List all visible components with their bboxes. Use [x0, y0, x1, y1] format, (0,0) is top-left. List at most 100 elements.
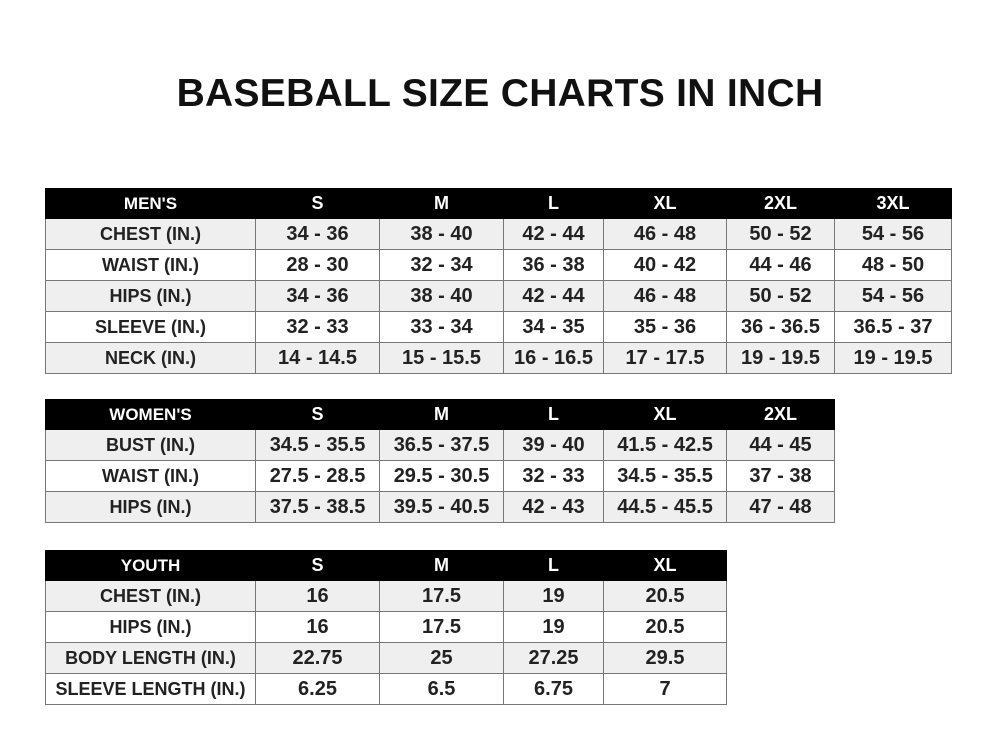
size-value: 25 — [379, 642, 504, 674]
table-row: NECK (IN.) 14 - 14.5 15 - 15.5 16 - 16.5 17 … — [45, 342, 952, 374]
size-value: 27.25 — [503, 642, 604, 674]
size-value: 42 - 44 — [503, 280, 604, 312]
size-header: XL — [603, 188, 727, 219]
size-value: 50 - 52 — [726, 280, 835, 312]
size-header: L — [503, 550, 604, 581]
measurement-label: HIPS (IN.) — [45, 491, 256, 523]
size-header: 2XL — [726, 399, 835, 430]
measurement-label: SLEEVE (IN.) — [45, 311, 256, 343]
table-row: BODY LENGTH (IN.) 22.75 25 27.25 29.5 — [45, 642, 727, 674]
size-value: 19 — [503, 580, 604, 612]
measurement-label: BUST (IN.) — [45, 429, 256, 461]
size-value: 44.5 - 45.5 — [603, 491, 727, 523]
table-row: SLEEVE LENGTH (IN.) 6.25 6.5 6.75 7 — [45, 673, 727, 705]
size-value: 28 - 30 — [255, 249, 380, 281]
category-header: WOMEN'S — [45, 399, 256, 430]
size-header: M — [379, 550, 504, 581]
size-value: 46 - 48 — [603, 218, 727, 250]
size-value: 36 - 38 — [503, 249, 604, 281]
size-value: 44 - 46 — [726, 249, 835, 281]
size-value: 16 - 16.5 — [503, 342, 604, 374]
size-value: 6.5 — [379, 673, 504, 705]
womens-size-table: WOMEN'S S M L XL 2XL BUST (IN.) 34.5 - 35.5 36.5… — [45, 399, 835, 523]
size-value: 19 - 19.5 — [834, 342, 952, 374]
table-row: HIPS (IN.) 34 - 36 38 - 40 42 - 44 46 - 48 50… — [45, 280, 952, 312]
size-value: 27.5 - 28.5 — [255, 460, 380, 492]
category-header: YOUTH — [45, 550, 256, 581]
size-value: 34.5 - 35.5 — [255, 429, 380, 461]
size-value: 36 - 36.5 — [726, 311, 835, 343]
measurement-label: NECK (IN.) — [45, 342, 256, 374]
size-value: 14 - 14.5 — [255, 342, 380, 374]
size-value: 34.5 - 35.5 — [603, 460, 727, 492]
size-value: 36.5 - 37.5 — [379, 429, 504, 461]
table-row: CHEST (IN.) 16 17.5 19 20.5 — [45, 580, 727, 612]
size-header: S — [255, 550, 380, 581]
size-value: 29.5 - 30.5 — [379, 460, 504, 492]
size-value: 32 - 33 — [255, 311, 380, 343]
size-value: 16 — [255, 611, 380, 643]
size-value: 42 - 43 — [503, 491, 604, 523]
size-value: 47 - 48 — [726, 491, 835, 523]
size-header: M — [379, 399, 504, 430]
size-value: 50 - 52 — [726, 218, 835, 250]
measurement-label: WAIST (IN.) — [45, 460, 256, 492]
size-value: 34 - 35 — [503, 311, 604, 343]
size-header: XL — [603, 399, 727, 430]
size-value: 38 - 40 — [379, 218, 504, 250]
table-header-row: YOUTH S M L XL — [45, 550, 727, 581]
size-header: XL — [603, 550, 727, 581]
table-row: WAIST (IN.) 28 - 30 32 - 34 36 - 38 40 - 42 4… — [45, 249, 952, 281]
page-title: BASEBALL SIZE CHARTS IN INCH — [176, 72, 824, 115]
measurement-label: CHEST (IN.) — [45, 580, 256, 612]
category-header: MEN'S — [45, 188, 256, 219]
size-value: 20.5 — [603, 611, 727, 643]
size-value: 17 - 17.5 — [603, 342, 727, 374]
size-value: 39 - 40 — [503, 429, 604, 461]
size-value: 48 - 50 — [834, 249, 952, 281]
size-value: 19 — [503, 611, 604, 643]
size-value: 7 — [603, 673, 727, 705]
size-header: S — [255, 399, 380, 430]
size-value: 40 - 42 — [603, 249, 727, 281]
measurement-label: WAIST (IN.) — [45, 249, 256, 281]
table-header-row: WOMEN'S S M L XL 2XL — [45, 399, 835, 430]
size-value: 6.25 — [255, 673, 380, 705]
size-header: L — [503, 188, 604, 219]
table-row: HIPS (IN.) 16 17.5 19 20.5 — [45, 611, 727, 643]
measurement-label: CHEST (IN.) — [45, 218, 256, 250]
table-row: SLEEVE (IN.) 32 - 33 33 - 34 34 - 35 35 - 36… — [45, 311, 952, 343]
size-value: 39.5 - 40.5 — [379, 491, 504, 523]
size-value: 41.5 - 42.5 — [603, 429, 727, 461]
size-header: S — [255, 188, 380, 219]
size-value: 15 - 15.5 — [379, 342, 504, 374]
size-header: M — [379, 188, 504, 219]
size-value: 17.5 — [379, 611, 504, 643]
size-value: 22.75 — [255, 642, 380, 674]
size-value: 32 - 33 — [503, 460, 604, 492]
table-header-row: MEN'S S M L XL 2XL 3XL — [45, 188, 952, 219]
size-value: 35 - 36 — [603, 311, 727, 343]
size-value: 6.75 — [503, 673, 604, 705]
table-row: CHEST (IN.) 34 - 36 38 - 40 42 - 44 46 - 48 5… — [45, 218, 952, 250]
measurement-label: HIPS (IN.) — [45, 280, 256, 312]
size-value: 36.5 - 37 — [834, 311, 952, 343]
size-value: 38 - 40 — [379, 280, 504, 312]
size-value: 54 - 56 — [834, 280, 952, 312]
size-value: 32 - 34 — [379, 249, 504, 281]
size-value: 46 - 48 — [603, 280, 727, 312]
size-value: 33 - 34 — [379, 311, 504, 343]
size-header: 3XL — [834, 188, 952, 219]
table-row: HIPS (IN.) 37.5 - 38.5 39.5 - 40.5 42 - 43 4… — [45, 491, 835, 523]
size-value: 42 - 44 — [503, 218, 604, 250]
measurement-label: SLEEVE LENGTH (IN.) — [45, 673, 256, 705]
size-value: 17.5 — [379, 580, 504, 612]
size-value: 20.5 — [603, 580, 727, 612]
size-value: 34 - 36 — [255, 218, 380, 250]
youth-size-table: YOUTH S M L XL CHEST (IN.) 16 17.5 19 20.5 HIPS (I… — [45, 550, 727, 705]
size-value: 54 - 56 — [834, 218, 952, 250]
size-value: 29.5 — [603, 642, 727, 674]
size-value: 16 — [255, 580, 380, 612]
size-value: 37.5 - 38.5 — [255, 491, 380, 523]
size-value: 37 - 38 — [726, 460, 835, 492]
